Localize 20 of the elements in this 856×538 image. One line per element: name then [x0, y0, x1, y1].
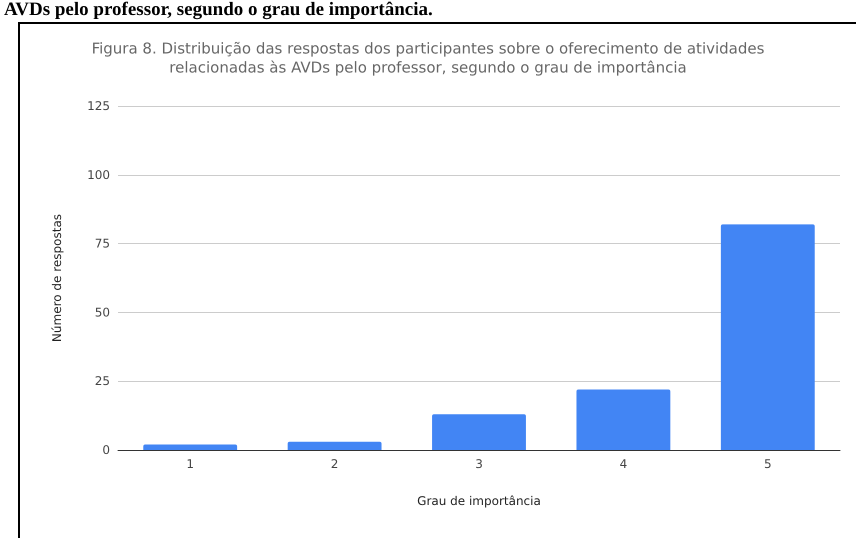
bar [432, 414, 526, 450]
bar [288, 442, 382, 450]
chart-title: Figura 8. Distribuição das respostas dos participantes sobre o oferecimento de atividades relacionadas às AVDs pelo professor, segundo o grau de importância [92, 40, 765, 76]
y-tick-label: 125 [87, 99, 110, 113]
x-tick-label: 1 [186, 457, 194, 471]
x-tick-label: 4 [620, 457, 628, 471]
y-axis-title: Número de respostas [50, 214, 64, 342]
y-tick-label: 50 [94, 305, 110, 320]
y-tick-label: 75 [94, 236, 110, 251]
x-tick-label: 2 [330, 457, 338, 471]
x-axis-title: Grau de importância [417, 494, 541, 508]
bar [143, 444, 238, 450]
x-tick-label: 3 [475, 457, 483, 471]
y-tick-label: 25 [94, 374, 110, 388]
bar [576, 389, 670, 450]
y-tick-label: 0 [102, 443, 110, 457]
x-tick-label: 5 [764, 457, 772, 471]
text: AVDs pelo professor, segundo o grau de importância. [4, 0, 433, 20]
y-tick-label: 100 [87, 168, 110, 182]
bar [720, 224, 815, 450]
